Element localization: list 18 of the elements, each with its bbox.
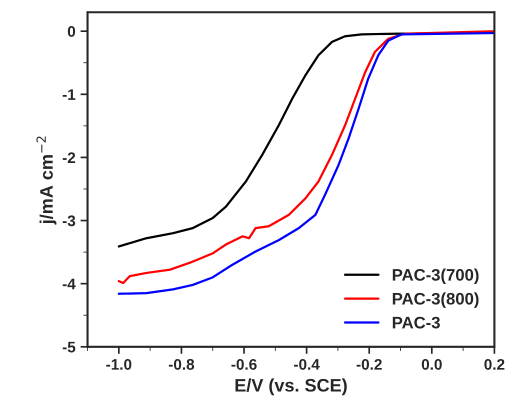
y-tick-label: -4	[62, 278, 76, 290]
y-tick-label: -2	[62, 152, 76, 163]
x-tick-label: 0.2	[484, 359, 504, 370]
x-tick-label: -1.0	[106, 359, 132, 370]
legend-label: PAC-3	[392, 316, 440, 329]
y-tick-label: -3	[62, 215, 76, 226]
y-axis-title: j/mA cm$^{−2}$	[36, 136, 56, 225]
x-tick-label: 0.0	[422, 359, 442, 370]
x-tick-label: -0.8	[168, 359, 194, 370]
y-tick-label: -1	[62, 89, 76, 100]
y-tick-label: -5	[62, 342, 76, 352]
legend-label: PAC-3(700)	[392, 268, 479, 284]
y-tick-label: 0	[68, 26, 76, 37]
x-tick-label: -0.6	[231, 359, 257, 370]
x-tick-label: -0.2	[356, 359, 382, 370]
legend-label: PAC-3(800)	[392, 292, 479, 308]
x-tick-label: -0.4	[294, 359, 320, 370]
x-axis-title: E/V (vs. SCE)	[235, 378, 347, 396]
